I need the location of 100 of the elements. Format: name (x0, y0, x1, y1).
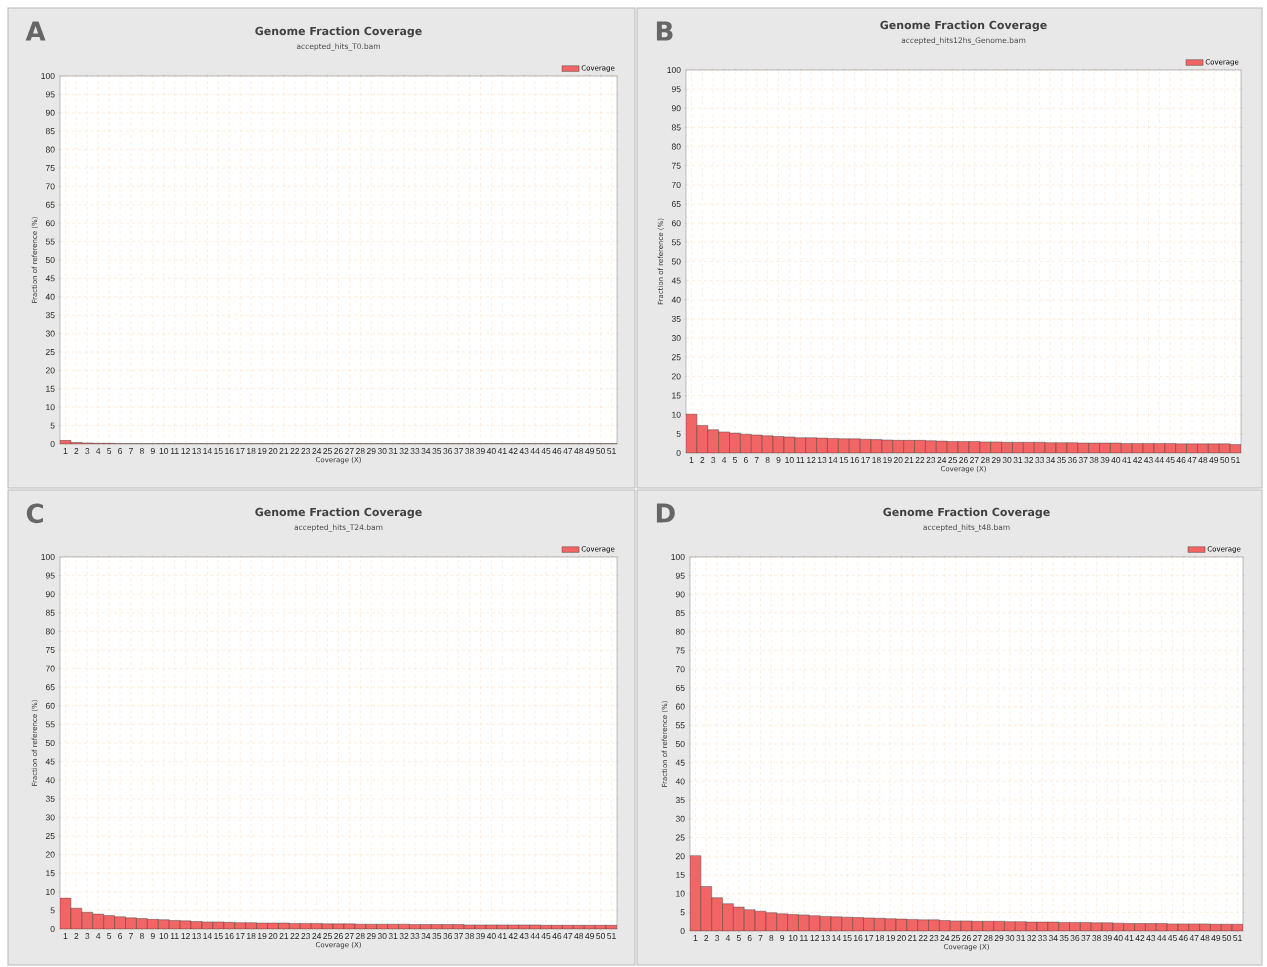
x-tick-label: 27 (345, 448, 354, 454)
y-tick-label: 10 (46, 888, 55, 895)
x-tick-label: 3 (85, 933, 90, 940)
y-tick-label: 80 (671, 143, 681, 150)
y-tick-label: 15 (672, 392, 681, 399)
x-tick-label: 16 (850, 457, 860, 464)
x-tick-label: 33 (410, 933, 420, 940)
x-tick-label: 40 (1111, 457, 1121, 464)
x-tick-label: 50 (1222, 935, 1232, 942)
chart-title: Genome Fraction Coverage (883, 507, 1050, 519)
x-tick-label: 32 (399, 448, 409, 455)
x-tick-label: 32 (1027, 935, 1036, 942)
y-tick-label: 25 (675, 834, 685, 841)
y-tick-label: 35 (671, 315, 681, 322)
y-tick-label: 15 (676, 871, 685, 878)
y-tick-label: 15 (46, 385, 55, 392)
y-tick-label: 70 (45, 665, 55, 672)
x-tick-label: 49 (1211, 935, 1221, 942)
y-tick-label: 35 (45, 795, 55, 802)
y-tick-label: 45 (675, 759, 685, 766)
x-tick-label: 9 (776, 457, 781, 464)
x-tick-label: 10 (159, 448, 169, 455)
x-tick-label: 26 (962, 935, 971, 942)
x-tick-label: 39 (1100, 457, 1110, 464)
x-tick-label: 19 (886, 935, 895, 942)
y-tick-label: 0 (50, 440, 55, 447)
y-tick-label: 55 (45, 238, 55, 245)
x-tick-label: 49 (1209, 457, 1219, 464)
x-tick-label: 3 (711, 457, 716, 464)
x-tick-label: 6 (118, 933, 123, 940)
y-tick-label: 0 (50, 926, 55, 932)
y-tick-label: 50 (675, 741, 685, 747)
x-tick-label: 11 (170, 933, 179, 939)
y-tick-label: 80 (45, 146, 55, 153)
x-tick-label: 15 (214, 448, 223, 454)
x-tick-label: 1 (63, 448, 68, 454)
y-tick-label: 90 (45, 109, 55, 116)
x-tick-label: 32 (399, 933, 409, 940)
x-tick-label: 9 (150, 448, 155, 455)
x-tick-label: 2 (74, 448, 79, 454)
x-tick-label: 18 (872, 457, 881, 464)
x-tick-label: 48 (1200, 935, 1210, 942)
x-tick-label: 48 (1198, 457, 1208, 464)
x-tick-label: 21 (907, 935, 917, 941)
x-tick-label: 22 (290, 448, 300, 454)
x-tick-label: 51 (607, 933, 616, 939)
x-tick-label: 2 (704, 935, 709, 941)
x-tick-label: 17 (861, 457, 870, 463)
x-tick-label: 41 (1124, 935, 1134, 941)
text: C (26, 503, 43, 524)
y-tick-label: 90 (45, 591, 55, 598)
x-tick-label: 35 (432, 448, 442, 455)
x-tick-label: 24 (312, 933, 322, 939)
y-tick-label: 40 (45, 293, 55, 300)
x-tick-label: 47 (563, 933, 573, 939)
y-tick-label: 40 (671, 296, 681, 303)
y-tick-label: 70 (671, 181, 681, 188)
y-tick-label: 100 (41, 72, 55, 79)
y-tick-label: 85 (45, 609, 55, 616)
x-tick-label: 9 (780, 935, 785, 942)
x-tick-label: 14 (828, 457, 838, 463)
x-tick-label: 46 (552, 448, 562, 455)
x-tick-label: 27 (345, 933, 354, 939)
x-tick-label: 38 (465, 448, 474, 455)
x-tick-label: 32 (1024, 457, 1034, 464)
y-tick-label: 0 (680, 928, 685, 934)
x-tick-label: 1 (693, 935, 698, 941)
x-tick-label: 42 (1133, 457, 1142, 463)
x-tick-label: 9 (150, 933, 155, 940)
x-tick-label: 8 (765, 457, 770, 464)
x-tick-label: 4 (96, 933, 101, 939)
x-tick-label: 34 (421, 448, 431, 455)
y-tick-label: 40 (675, 778, 685, 785)
x-tick-label: 39 (1103, 935, 1112, 942)
x-tick-label: 37 (454, 933, 463, 940)
x-tick-label: 5 (732, 457, 737, 463)
x-tick-label: 45 (541, 933, 551, 939)
x-tick-label: 19 (257, 448, 267, 455)
x-tick-label: 7 (754, 457, 759, 463)
y-tick-label: 25 (45, 348, 55, 355)
y-tick-label: 95 (675, 572, 685, 579)
y-tick-label: 5 (680, 909, 685, 916)
x-tick-label: 38 (1092, 935, 1101, 942)
x-tick-label: 7 (758, 935, 763, 941)
x-tick-label: 23 (301, 933, 311, 940)
x-tick-label: 38 (465, 933, 474, 940)
x-tick-label: 45 (1165, 457, 1175, 463)
x-tick-label: 42 (508, 448, 518, 454)
x-tick-label: 6 (118, 448, 123, 455)
x-tick-label: 24 (937, 457, 947, 463)
y-tick-label: 50 (45, 256, 55, 263)
y-tick-label: 60 (45, 702, 55, 709)
x-tick-label: 43 (1143, 457, 1153, 464)
x-tick-label: 35 (1057, 457, 1066, 464)
x-tick-label: 27 (970, 457, 979, 463)
x-tick-label: 46 (1176, 457, 1186, 464)
x-tick-label: 18 (875, 935, 885, 942)
x-tick-label: 30 (1005, 935, 1015, 942)
x-tick-label: 43 (1146, 935, 1156, 942)
x-tick-label: 8 (769, 935, 774, 942)
